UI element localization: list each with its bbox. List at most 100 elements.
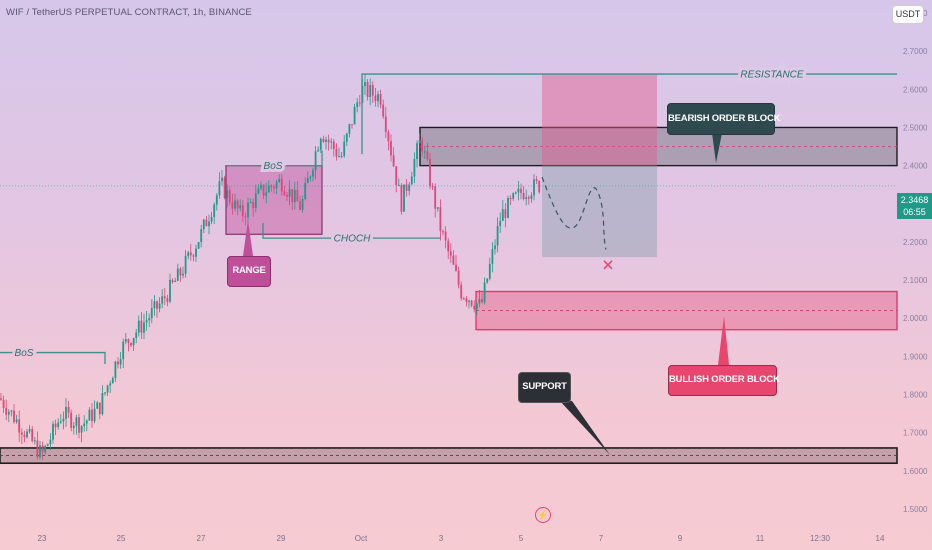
candle-body: [478, 299, 481, 304]
candle-body: [202, 219, 205, 230]
x-tick-label: 27: [197, 534, 206, 543]
candle-body: [280, 178, 283, 192]
candle-body: [436, 207, 439, 209]
candle-body: [366, 81, 369, 97]
candle-body: [10, 410, 13, 412]
candle-body: [449, 251, 452, 256]
candle-body: [481, 299, 483, 303]
bullish-order-block-callout: BULLISH ORDER BLOCK: [668, 365, 780, 396]
zone-bearish-order-block: [419, 126, 898, 167]
y-tick-label: 1.7000: [903, 429, 928, 438]
lightning-icon[interactable]: ⚡: [535, 507, 551, 523]
candle-body: [254, 193, 257, 209]
bos-upper-line: [225, 150, 323, 167]
candle-body: [457, 270, 460, 285]
candle-body: [304, 182, 307, 199]
candle-body: [0, 398, 2, 400]
x-tick-label: 29: [277, 534, 286, 543]
candle-body: [182, 273, 184, 276]
candle-body: [382, 104, 385, 117]
candle-body: [49, 439, 52, 445]
y-tick-label: 2.6000: [903, 85, 928, 94]
candle-body: [150, 308, 153, 319]
candle-body: [215, 195, 218, 205]
candle-body: [26, 431, 28, 438]
candle-body: [475, 303, 478, 310]
y-tick-label: 2.5000: [903, 123, 928, 132]
support-callout-pointer: [560, 401, 610, 455]
candle-body: [442, 231, 444, 233]
candle-body: [491, 249, 494, 264]
candle-body: [122, 341, 125, 360]
candle-body: [127, 339, 130, 343]
currency-button[interactable]: USDT: [892, 5, 924, 24]
candle-body: [249, 202, 252, 204]
candle-body: [117, 361, 119, 365]
candle-body: [156, 301, 158, 309]
candle-body: [275, 182, 278, 189]
candle-body: [514, 192, 517, 194]
candle-body: [46, 444, 49, 446]
candle-body: [119, 359, 122, 365]
candle-body: [101, 393, 104, 415]
candle-body: [332, 141, 335, 150]
candle-body: [293, 189, 296, 203]
candle-body: [195, 248, 197, 257]
candle-body: [273, 187, 275, 189]
candle-body: [70, 412, 73, 428]
x-tick-label: 11: [756, 534, 765, 543]
candle-body: [143, 322, 145, 333]
candle-body: [309, 176, 312, 179]
candle-body: [205, 219, 208, 227]
candle-body: [267, 185, 270, 193]
candle-body: [397, 184, 400, 186]
x-tick-label: 14: [876, 534, 885, 543]
candle-body: [377, 94, 379, 102]
target-x-mark: [603, 260, 613, 270]
last-price-tag: 2.3468 06:55: [897, 193, 932, 219]
candle-body: [67, 406, 70, 413]
candle-body: [20, 432, 23, 435]
candle-body: [301, 198, 304, 210]
candle-body: [72, 425, 75, 428]
candle-body: [525, 197, 528, 199]
candle-body: [140, 320, 143, 333]
candle-body: [343, 141, 346, 156]
resistance-line: [361, 73, 897, 155]
candle-body: [80, 425, 83, 433]
candle-body: [169, 279, 171, 302]
candle-body: [291, 189, 294, 203]
candles-layer: [0, 74, 541, 460]
candle-body: [488, 263, 491, 279]
candle-body: [78, 417, 80, 433]
resistance-label: RESISTANCE: [740, 70, 803, 81]
candle-body: [130, 342, 132, 346]
candle-body: [221, 177, 223, 182]
candle-body: [192, 255, 195, 257]
candle-body: [434, 186, 437, 209]
y-tick-label: 1.9000: [903, 352, 928, 361]
candle-body: [158, 303, 161, 309]
candle-body: [257, 188, 260, 194]
candle-body: [483, 282, 486, 303]
x-tick-label: 25: [117, 534, 126, 543]
bearish-order-block-callout: BEARISH ORDER BLOCK: [667, 103, 781, 135]
candle-body: [429, 159, 431, 187]
candle-body: [111, 378, 114, 384]
x-tick-label: 23: [38, 534, 47, 543]
symbol-title: WIF / TetherUS PERPETUAL CONTRACT, 1h, B…: [6, 7, 252, 18]
candle-body: [319, 138, 322, 150]
candle-body: [208, 221, 210, 227]
candle-body: [410, 176, 413, 185]
y-tick-label: 2.0000: [903, 314, 928, 323]
projected-path: [541, 176, 607, 250]
candle-body: [7, 411, 10, 415]
y-tick-label: 2.2000: [903, 238, 928, 247]
candle-body: [184, 255, 187, 274]
candle-body: [512, 193, 515, 199]
candle-body: [527, 197, 530, 199]
candle-body: [54, 423, 57, 428]
candle-body: [109, 383, 112, 386]
candle-body: [15, 419, 18, 423]
